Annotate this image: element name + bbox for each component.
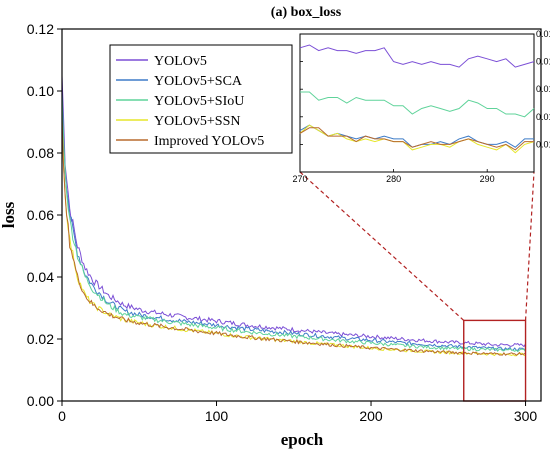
inset-x-tick-label: 270 [292,174,307,184]
legend-label: YOLOv5+SIoU [154,94,244,109]
y-tick-label: 0.02 [27,331,54,347]
y-tick-label: 0.12 [27,21,54,37]
zoom-connector-right [524,171,535,321]
inset-series-line-improved-yolov5 [299,127,534,151]
zoom-connector-left [299,171,465,321]
inset-series-line-yolov5-siou [300,91,535,118]
y-axis-title: loss [0,201,18,228]
y-tick-label: 0.10 [27,83,54,99]
series-line-yolov5 [61,75,526,348]
y-tick-label: 0.00 [27,393,54,409]
inset-y-tick-label: 0.017 [536,84,550,94]
inset-y-tick-label: 0.016 [536,112,550,122]
inset-y-tick-label: 0.015 [536,139,550,149]
y-tick-label: 0.08 [27,145,54,161]
series-line-improved-yolov5 [61,117,526,356]
inset-series-line-yolov5 [299,44,535,68]
series-line-yolov5-sca [61,93,526,351]
legend-label: YOLOv5+SSN [154,114,240,129]
series-line-yolov5-siou [61,93,526,353]
chart-title: (a) box_loss [271,5,342,20]
y-tick-label: 0.04 [27,269,54,285]
inset-y-tick-label: 0.019 [536,29,550,39]
legend-label: Improved YOLOv5 [154,134,264,149]
inset-series-line-yolov5-ssn [299,124,535,154]
x-axis-title: epoch [281,430,324,449]
legend-label: YOLOv5+SCA [154,74,243,89]
legend: YOLOv5 YOLOv5+SCA YOLOv5+SIoU YOLOv5+SSN Imp… [109,44,293,154]
inset-zoom-plot: 270 280 290 0.015 0.016 0.017 0.018 0.019 [292,29,550,184]
legend-box [109,44,293,154]
x-tick-label: 300 [514,408,538,424]
legend-label: YOLOv5 [154,54,207,69]
y-tick-label: 0.06 [27,207,54,223]
x-tick-label: 200 [359,408,383,424]
inset-frame [299,33,535,173]
zoom-region-box [463,319,527,402]
inset-x-tick-label: 290 [480,174,495,184]
inset-x-tick-label: 280 [386,174,401,184]
x-tick-label: 0 [58,408,66,424]
inset-y-tick-label: 0.018 [536,57,550,67]
x-tick-label: 100 [205,408,229,424]
